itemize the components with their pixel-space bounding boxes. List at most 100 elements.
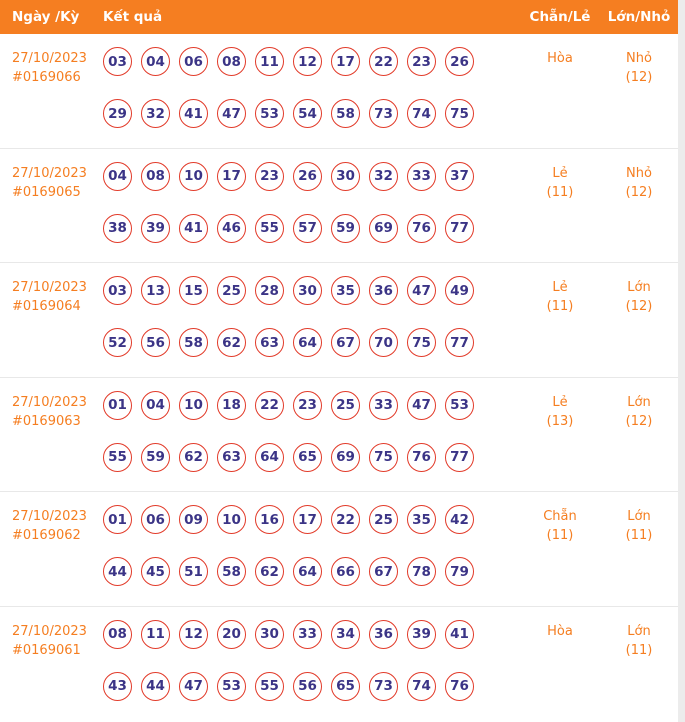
lottery-number-ball: 17 [331,47,360,76]
result-row: 27/10/2023 #0169063 01 04 10 18 22 23 25 33 47 53 55… [0,377,678,493]
draw-date: 27/10/2023 [12,165,87,181]
lottery-number-ball: 58 [217,557,246,587]
lottery-number-ball: 62 [179,442,208,472]
lottery-number-ball: 10 [179,161,208,191]
results-table-body: 27/10/2023 #0169066 03 04 06 08 11 12 17 22 23 26 29… [0,34,678,722]
numbers-line: 03 04 06 08 11 12 17 22 23 26 [103,47,520,76]
numbers-cell: 08 11 12 20 30 33 34 36 39 41 43 44 47 53 55 56 65 73 74 76 [100,607,520,722]
lottery-number-ball: 53 [255,99,284,128]
lottery-number-ball: 64 [255,442,284,472]
lottery-number-ball: 75 [369,442,398,472]
lottery-number-ball: 65 [331,671,360,701]
lottery-number-ball: 08 [217,47,246,76]
numbers-line: 44 45 51 58 62 64 66 67 78 79 [103,557,520,587]
lottery-number-ball: 25 [331,390,360,420]
lottery-number-ball: 76 [445,671,474,701]
lottery-number-ball: 18 [217,390,246,420]
lottery-number-ball: 23 [255,161,284,191]
lottery-number-ball: 45 [141,557,170,587]
evenodd-cell: Hòa [520,607,600,722]
date-period-cell: 27/10/2023 #0169061 [0,607,100,722]
lottery-number-ball: 37 [445,161,474,191]
lottery-number-ball: 46 [217,213,246,243]
lottery-number-ball: 77 [445,442,474,472]
bigsmall-cell: Lớn (12) [600,378,678,492]
lottery-number-ball: 25 [369,505,398,535]
lottery-number-ball: 55 [255,671,284,701]
lottery-number-ball: 62 [217,328,246,358]
result-row: 27/10/2023 #0169062 01 06 09 10 16 17 22 25 35 42 44… [0,492,678,607]
lottery-number-ball: 04 [103,161,132,191]
bigsmall-count: (12) [625,184,653,200]
lottery-number-ball: 35 [331,276,360,306]
lottery-number-ball: 09 [179,505,208,535]
lottery-number-ball: 29 [103,99,132,128]
evenodd-cell: Hòa [520,34,600,148]
bigsmall-value: Lớn [627,509,651,525]
lottery-number-ball: 66 [331,557,360,587]
lottery-number-ball: 77 [445,213,474,243]
lottery-number-ball: 77 [445,328,474,358]
lottery-number-ball: 38 [103,213,132,243]
draw-period: #0169066 [12,70,81,85]
lottery-number-ball: 55 [103,442,132,472]
lottery-number-ball: 08 [141,161,170,191]
lottery-number-ball: 64 [293,328,322,358]
bigsmall-value: Nhỏ [626,51,652,66]
column-header-bigsmall: Lớn/Nhỏ [607,9,671,25]
lottery-number-ball: 41 [179,99,208,128]
evenodd-value: Lẻ [552,280,568,296]
lottery-number-ball: 41 [179,213,208,243]
evenodd-cell: Chẵn (11) [520,492,600,606]
lottery-number-ball: 22 [255,390,284,420]
lottery-number-ball: 16 [255,505,284,535]
numbers-line: 38 39 41 46 55 57 59 69 76 77 [103,213,520,243]
date-period-cell: 27/10/2023 #0169065 [0,149,100,263]
draw-period: #0169064 [12,299,81,315]
lottery-number-ball: 35 [407,505,436,535]
lottery-number-ball: 01 [103,505,132,535]
lottery-number-ball: 53 [445,390,474,420]
lottery-number-ball: 47 [179,671,208,701]
lottery-number-ball: 52 [103,328,132,358]
numbers-cell: 01 06 09 10 16 17 22 25 35 42 44 45 51 58 62 64 66 67 78 79 [100,492,520,606]
lottery-number-ball: 56 [141,328,170,358]
lottery-number-ball: 73 [369,671,398,701]
lottery-number-ball: 34 [331,619,360,649]
numbers-line: 43 44 47 53 55 56 65 73 74 76 [103,671,520,701]
lottery-number-ball: 57 [293,213,322,243]
lottery-number-ball: 04 [141,390,170,420]
bigsmall-count: (11) [625,642,653,658]
numbers-line: 04 08 10 17 23 26 30 32 33 37 [103,161,520,191]
draw-date: 27/10/2023 [12,394,87,410]
lottery-number-ball: 32 [141,99,170,128]
bigsmall-count: (12) [625,70,653,85]
result-row: 27/10/2023 #0169066 03 04 06 08 11 12 17 22 23 26 29… [0,34,678,149]
bigsmall-count: (11) [625,528,653,544]
lottery-number-ball: 59 [331,213,360,243]
evenodd-count: (11) [546,299,574,315]
lottery-number-ball: 53 [217,671,246,701]
lottery-number-ball: 76 [407,213,436,243]
draw-date: 27/10/2023 [12,51,87,66]
lottery-number-ball: 22 [331,505,360,535]
lottery-number-ball: 75 [445,99,474,128]
column-header-date-period: Ngày /Kỳ [12,9,80,25]
lottery-number-ball: 59 [141,442,170,472]
lottery-number-ball: 26 [293,161,322,191]
lottery-number-ball: 63 [217,442,246,472]
draw-period: #0169063 [12,413,81,429]
lottery-number-ball: 06 [179,47,208,76]
lottery-number-ball: 58 [331,99,360,128]
lottery-number-ball: 36 [369,619,398,649]
date-period-cell: 27/10/2023 #0169066 [0,34,100,148]
bigsmall-cell: Lớn (11) [600,492,678,606]
draw-period: #0169062 [12,528,81,544]
lottery-number-ball: 74 [407,99,436,128]
lottery-number-ball: 11 [141,619,170,649]
lottery-number-ball: 33 [369,390,398,420]
lottery-number-ball: 69 [331,442,360,472]
lottery-number-ball: 28 [255,276,284,306]
lottery-number-ball: 56 [293,671,322,701]
lottery-number-ball: 42 [445,505,474,535]
